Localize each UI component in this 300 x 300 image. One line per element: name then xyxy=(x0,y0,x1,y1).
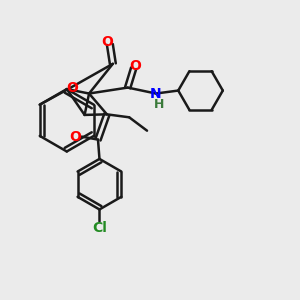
Text: O: O xyxy=(66,81,78,95)
Text: O: O xyxy=(129,59,141,73)
Text: O: O xyxy=(101,35,113,49)
Text: Cl: Cl xyxy=(92,221,107,235)
Text: N: N xyxy=(150,86,162,100)
Text: O: O xyxy=(69,130,81,144)
Text: H: H xyxy=(154,98,164,111)
